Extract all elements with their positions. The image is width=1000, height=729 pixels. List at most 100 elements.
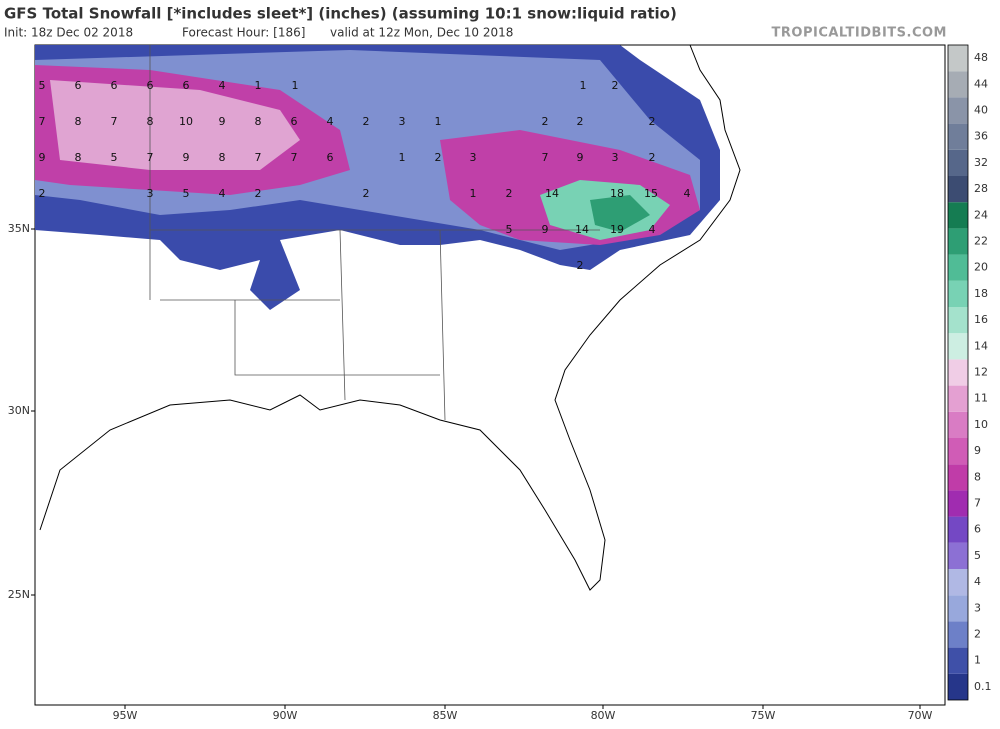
colorbar-cell [948,202,968,229]
coastline [39,44,741,591]
map-value-label: 6 [75,79,82,92]
map-value-label: 9 [183,151,190,164]
map-value-label: 2 [39,187,46,200]
map-value-label: 6 [327,151,334,164]
lon-label: 70W [908,709,933,722]
map-value-label: 6 [147,79,154,92]
map-value-label: 6 [111,79,118,92]
map-value-label: 9 [39,151,46,164]
map-value-label: 7 [542,151,549,164]
colorbar-cell [948,97,968,124]
colorbar-label: 3 [974,601,981,614]
map-labels: 5 6 6 6 6 4 1 1 1 2 7 8 7 8 10 9 8 6 4 2 3 1 2 2 2 9 8 5 7 9 8 7 7 6 1 2 3 7 9… [39,79,691,272]
colorbar-label: 10 [974,418,988,431]
colorbar-label: 48 [974,51,988,64]
map-value-label: 14 [545,187,559,200]
map-value-label: 8 [75,115,82,128]
map-value-label: 2 [577,115,584,128]
map-value-label: 2 [363,187,370,200]
title: GFS Total Snowfall [*includes sleet*] (i… [4,5,677,23]
colorbar-cell [948,71,968,98]
colorbar-label: 32 [974,156,988,169]
map-value-label: 3 [399,115,406,128]
colorbar-cell [948,254,968,281]
valid-time: valid at 12z Mon, Dec 10 2018 [330,26,513,40]
colorbar-cell [948,647,968,674]
map-value-label: 18 [610,187,624,200]
map-value-label: 1 [399,151,406,164]
colorbar-label: 9 [974,444,981,457]
colorbar-label: 8 [974,470,981,483]
lon-label: 90W [273,709,298,722]
axis-labels: 95W 90W 85W 80W 75W 70W 35N 30N 25N [8,222,933,722]
snow-area [50,80,300,170]
lon-label: 85W [433,709,458,722]
map-value-label: 7 [291,151,298,164]
colorbar-cell [948,45,968,72]
map-value-label: 2 [542,115,549,128]
map-value-label: 2 [255,187,262,200]
colorbar-cell [948,569,968,596]
colorbar-cell [948,542,968,569]
colorbar-cell [948,280,968,307]
colorbar-label: 40 [974,104,988,117]
colorbar-label: 24 [974,208,988,221]
map-value-label: 8 [75,151,82,164]
map-value-label: 7 [39,115,46,128]
map-value-label: 5 [111,151,118,164]
map-value-label: 2 [649,151,656,164]
colorbar-label: 36 [974,130,988,143]
colorbar-cell [948,149,968,176]
colorbar-cell [948,464,968,491]
map-value-label: 3 [470,151,477,164]
colorbar-label: 11 [974,392,988,405]
colorbar-cell [948,176,968,203]
colorbar-frame [947,44,969,701]
map-area [34,44,946,706]
colorbar-cell [948,673,968,700]
colorbar-label: 20 [974,261,988,274]
map-value-label: 5 [506,223,513,236]
map-value-label: 10 [179,115,193,128]
map-value-label: 1 [470,187,477,200]
map-value-label: 9 [542,223,549,236]
colorbar-cell [948,411,968,438]
colorbar-label: 5 [974,549,981,562]
map-value-label: 15 [644,187,658,200]
colorbar-cell [948,490,968,517]
colorbar-cell [948,516,968,543]
map-value-label: 5 [183,187,190,200]
colorbar-label: 18 [974,287,988,300]
map-value-label: 2 [577,259,584,272]
map-value-label: 2 [506,187,513,200]
colorbar-label: 22 [974,235,988,248]
colorbar-cell [948,595,968,622]
map-value-label: 2 [435,151,442,164]
map-value-label: 9 [219,115,226,128]
map-value-label: 7 [111,115,118,128]
colorbar-cell [948,307,968,334]
colorbar-label: 6 [974,523,981,536]
map-value-label: 3 [612,151,619,164]
map-value-label: 2 [363,115,370,128]
map-value-label: 3 [147,187,154,200]
map-value-label: 8 [255,115,262,128]
forecast-hour: Forecast Hour: [186] [182,26,305,40]
map-value-label: 5 [39,79,46,92]
map-value-label: 2 [649,115,656,128]
colorbar-cell [948,228,968,255]
colorbar: 0.11234567891011121416182022242832364044… [947,44,992,701]
map-value-label: 8 [147,115,154,128]
map-value-label: 14 [575,223,589,236]
colorbar-label: 0.1 [974,680,992,693]
lon-label: 95W [113,709,138,722]
map-value-label: 19 [610,223,624,236]
colorbar-cell [948,621,968,648]
colorbar-label: 1 [974,654,981,667]
map-value-label: 1 [435,115,442,128]
colorbar-label: 4 [974,575,981,588]
colorbar-cell [948,333,968,360]
map-value-label: 4 [649,223,656,236]
